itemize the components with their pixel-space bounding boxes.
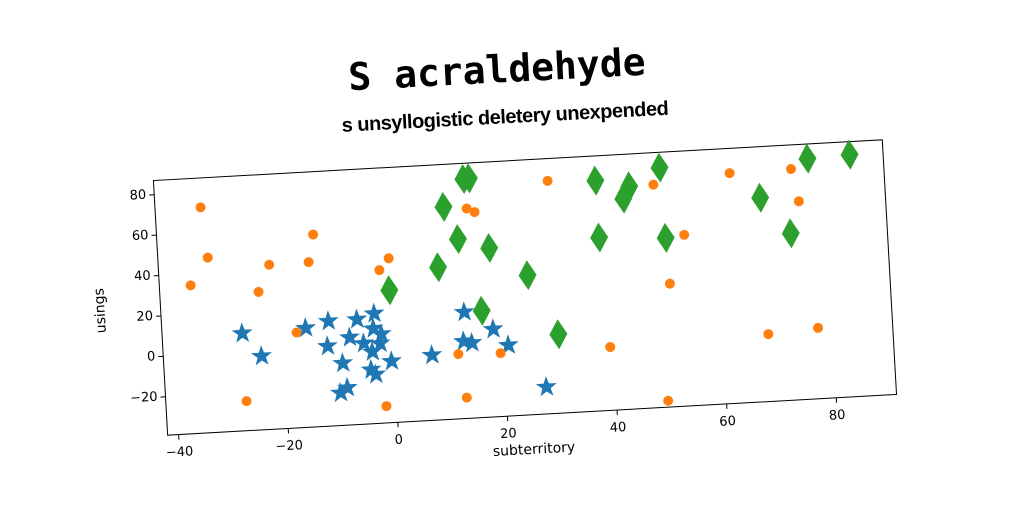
circle-point bbox=[724, 168, 735, 179]
x-tick-label: 80 bbox=[829, 408, 846, 424]
star-point bbox=[251, 345, 272, 366]
y-tick-label: −20 bbox=[130, 390, 158, 407]
diamond-point bbox=[798, 143, 817, 174]
y-tick-label: 80 bbox=[129, 188, 146, 204]
y-tick-label: 40 bbox=[134, 269, 151, 285]
star-point bbox=[381, 350, 402, 371]
star-point bbox=[497, 334, 519, 355]
circle-point bbox=[648, 179, 659, 190]
plot-area: subterritory usings −40 −20 0 20 40 60 80 −20 0 2… bbox=[91, 139, 898, 461]
star-point bbox=[336, 376, 358, 398]
circle-point bbox=[679, 229, 690, 240]
circle-point bbox=[542, 175, 553, 186]
diamond-point bbox=[549, 319, 568, 350]
circle-point bbox=[664, 278, 675, 289]
star-point bbox=[363, 302, 385, 323]
star-point bbox=[231, 322, 253, 343]
star-point bbox=[353, 332, 374, 353]
circle-point bbox=[469, 207, 480, 218]
chart-subtitle: s unsyllogistic deletery unexpended bbox=[341, 98, 669, 137]
circle-point bbox=[786, 164, 797, 175]
star-point bbox=[535, 376, 557, 397]
circle-point bbox=[763, 329, 774, 340]
circle-point bbox=[202, 252, 213, 263]
star-point bbox=[317, 310, 339, 331]
x-tick-label: 60 bbox=[719, 414, 736, 430]
circle-point bbox=[241, 396, 252, 407]
circle-point bbox=[303, 257, 314, 268]
star-point bbox=[365, 363, 387, 384]
diamond-point bbox=[650, 152, 669, 183]
diamond-point bbox=[448, 224, 467, 255]
x-tick-label: 20 bbox=[500, 426, 517, 442]
diamond-point bbox=[434, 191, 453, 222]
circle-point bbox=[461, 392, 472, 403]
x-tick-label: −40 bbox=[166, 444, 194, 461]
x-tick-label: 0 bbox=[394, 433, 403, 448]
diamond-point bbox=[472, 295, 491, 326]
circle-point bbox=[383, 253, 394, 264]
diamond-point bbox=[429, 252, 448, 283]
circle-point bbox=[291, 327, 302, 338]
x-tick-label: −20 bbox=[275, 438, 303, 455]
star-point bbox=[329, 381, 351, 403]
circle-point bbox=[663, 395, 674, 406]
circle-point bbox=[605, 341, 616, 352]
star-point bbox=[453, 301, 475, 322]
diamond-point bbox=[840, 139, 859, 170]
star-point bbox=[421, 344, 443, 365]
circle-point bbox=[308, 229, 319, 240]
circle-point bbox=[381, 401, 392, 412]
star-point bbox=[316, 335, 338, 356]
star-point bbox=[369, 332, 391, 353]
circle-point bbox=[195, 202, 206, 213]
star-point bbox=[361, 340, 383, 362]
axes-frame bbox=[152, 139, 898, 436]
diamond-point bbox=[751, 182, 770, 213]
diamond-point bbox=[459, 163, 478, 194]
star-point bbox=[461, 331, 483, 353]
x-axis-label: subterritory bbox=[492, 439, 575, 460]
diamond-point bbox=[614, 183, 633, 214]
circle-point bbox=[185, 280, 196, 291]
diamond-point bbox=[480, 232, 499, 263]
y-tick-label: 20 bbox=[136, 309, 153, 325]
chart-title: S acraldehyde bbox=[347, 40, 646, 100]
diamond-point bbox=[620, 171, 639, 202]
diamond-point bbox=[781, 218, 800, 249]
diamond-point bbox=[590, 222, 609, 253]
circle-point bbox=[374, 265, 385, 276]
star-point bbox=[482, 318, 504, 339]
circle-point bbox=[453, 349, 464, 360]
star-point bbox=[346, 308, 368, 329]
diamond-point bbox=[586, 165, 605, 196]
diamond-point bbox=[518, 260, 537, 291]
diamond-point bbox=[656, 222, 675, 253]
x-tick-label: 40 bbox=[609, 420, 626, 436]
circle-point bbox=[793, 196, 804, 207]
y-axis-label: usings bbox=[91, 288, 109, 334]
y-tick-label: 60 bbox=[132, 228, 149, 244]
circle-point bbox=[813, 322, 824, 333]
diamond-point bbox=[380, 275, 399, 306]
star-point bbox=[295, 317, 316, 338]
star-point bbox=[339, 326, 360, 347]
circle-point bbox=[461, 203, 472, 214]
circle-point bbox=[495, 348, 506, 359]
y-tick-label: 0 bbox=[147, 349, 156, 364]
star-point bbox=[370, 323, 392, 344]
circle-point bbox=[264, 259, 275, 270]
circle-point bbox=[253, 286, 264, 297]
star-point bbox=[332, 352, 354, 373]
